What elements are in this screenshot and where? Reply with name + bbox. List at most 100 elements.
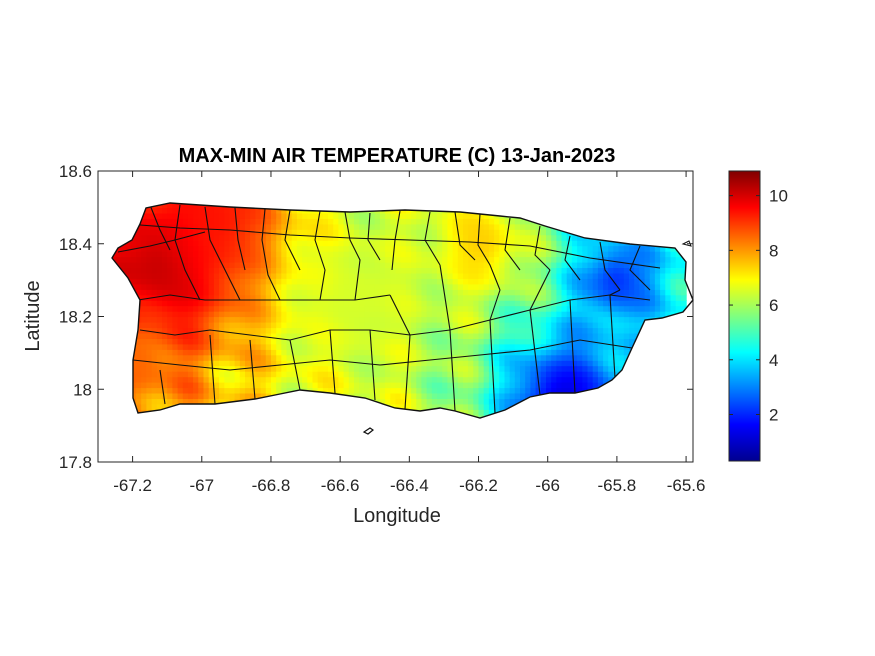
- heatmap-cell: [379, 332, 386, 339]
- heatmap-cell: [229, 392, 236, 399]
- heatmap-cell: [499, 316, 506, 323]
- heatmap-cell: [431, 392, 438, 399]
- heatmap-cell: [245, 316, 251, 323]
- heatmap-cell: [447, 272, 454, 279]
- heatmap-cell: [255, 245, 262, 252]
- heatmap-cell: [156, 251, 163, 258]
- heatmap-cell: [146, 283, 153, 290]
- heatmap-cell: [442, 360, 448, 367]
- heatmap-cell: [156, 332, 163, 339]
- heatmap-cell: [494, 382, 500, 389]
- heatmap-cell: [219, 371, 225, 378]
- heatmap-cell: [509, 234, 516, 241]
- heatmap-cell: [421, 338, 428, 345]
- heatmap-cell: [525, 251, 531, 258]
- heatmap-cell: [561, 289, 568, 296]
- heatmap-cell: [328, 267, 334, 274]
- heatmap-cell: [613, 354, 620, 361]
- heatmap-cell: [307, 212, 314, 219]
- heatmap-cell: [592, 305, 599, 312]
- heatmap-cell: [151, 332, 158, 339]
- heatmap-cell: [213, 218, 220, 225]
- heatmap-cell: [437, 327, 443, 334]
- heatmap-cell: [369, 392, 376, 399]
- heatmap-cell: [167, 272, 173, 279]
- heatmap-cell: [468, 371, 474, 378]
- heatmap-cell: [426, 311, 433, 318]
- heatmap-cell: [322, 376, 329, 383]
- heatmap-cell: [271, 300, 277, 307]
- heatmap-cell: [426, 349, 433, 356]
- heatmap-cell: [634, 272, 640, 279]
- heatmap-cell: [670, 289, 677, 296]
- heatmap-cell: [478, 382, 485, 389]
- heatmap-cell: [348, 267, 355, 274]
- heatmap-cell: [255, 207, 262, 214]
- heatmap-cell: [546, 371, 552, 378]
- heatmap-cell: [245, 387, 251, 394]
- heatmap-cell: [468, 387, 474, 394]
- heatmap-cell: [255, 376, 262, 383]
- heatmap-cell: [457, 349, 464, 356]
- heatmap-cell: [551, 327, 557, 334]
- heatmap-cell: [156, 289, 163, 296]
- heatmap-cell: [473, 289, 480, 296]
- heatmap-cell: [483, 251, 490, 258]
- heatmap-cell: [296, 343, 303, 350]
- heatmap-cell: [421, 300, 428, 307]
- heatmap-cell: [245, 360, 251, 367]
- heatmap-cell: [224, 240, 231, 247]
- heatmap-cell: [302, 354, 308, 361]
- heatmap-cell: [343, 294, 350, 301]
- heatmap-cell: [151, 261, 158, 268]
- heatmap-cell: [520, 371, 526, 378]
- heatmap-cell: [385, 365, 391, 372]
- heatmap-cell: [162, 403, 168, 410]
- heatmap-cell: [203, 234, 210, 241]
- heatmap-cell: [177, 322, 184, 329]
- heatmap-cell: [582, 349, 589, 356]
- heatmap-cell: [623, 349, 630, 356]
- heatmap-cell: [359, 387, 365, 394]
- heatmap-cell: [587, 371, 594, 378]
- heatmap-cell: [167, 256, 173, 263]
- heatmap-cell: [488, 278, 495, 285]
- heatmap-cell: [219, 398, 225, 405]
- heatmap-cell: [447, 376, 454, 383]
- heatmap-cell: [670, 251, 677, 258]
- municipality-boundary: [404, 334, 411, 410]
- heatmap-cell: [442, 283, 448, 290]
- heatmap-cell: [187, 398, 194, 405]
- heatmap-cell: [203, 229, 210, 236]
- heatmap-cell: [395, 278, 402, 285]
- heatmap-cell: [509, 327, 516, 334]
- heatmap-cell: [587, 327, 594, 334]
- heatmap-cell: [172, 327, 179, 334]
- heatmap-cell: [608, 338, 614, 345]
- heatmap-cell: [416, 403, 423, 410]
- heatmap-cell: [463, 332, 469, 339]
- heatmap-cell: [162, 332, 168, 339]
- heatmap-cell: [255, 289, 262, 296]
- heatmap-cell: [281, 354, 288, 361]
- heatmap-cell: [125, 261, 132, 268]
- heatmap-cell: [172, 212, 179, 219]
- heatmap-cell: [271, 376, 277, 383]
- heatmap-cell: [603, 354, 609, 361]
- heatmap-cell: [359, 283, 365, 290]
- heatmap-cell: [307, 229, 314, 236]
- heatmap-cell: [328, 387, 334, 394]
- heatmap-cell: [452, 322, 459, 329]
- heatmap-cell: [198, 392, 205, 399]
- heatmap-cell: [333, 267, 339, 274]
- heatmap-cell: [369, 272, 376, 279]
- heatmap-cell: [566, 349, 573, 356]
- heatmap-cell: [431, 234, 438, 241]
- heatmap-cell: [556, 294, 563, 301]
- heatmap-cell: [514, 283, 521, 290]
- heatmap-cell: [141, 229, 147, 236]
- heatmap-cell: [213, 322, 220, 329]
- heatmap-cell: [665, 261, 672, 268]
- heatmap-cell: [421, 267, 428, 274]
